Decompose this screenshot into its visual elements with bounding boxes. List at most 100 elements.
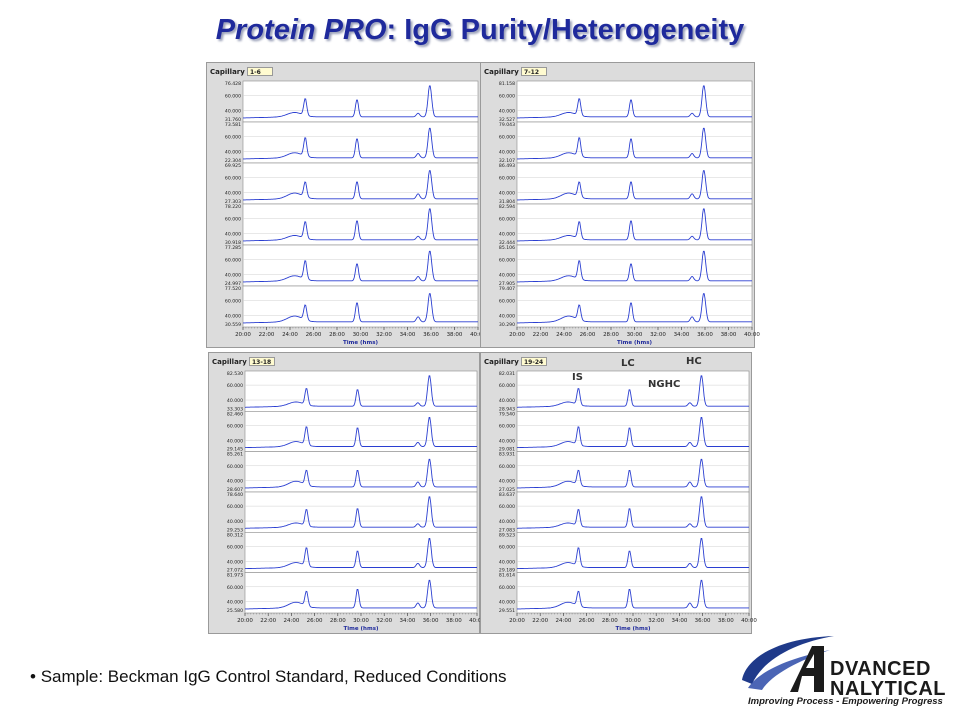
y-min-label: 30.290	[499, 322, 515, 328]
y-tick-label: 40.000	[225, 232, 241, 238]
y-tick-label: 40.000	[499, 109, 515, 115]
electropherogram-trace	[245, 375, 477, 408]
x-tick-label: 32:00	[376, 618, 392, 624]
capillary-range-field[interactable]: 1-6	[247, 67, 273, 76]
x-tick-label: 32:00	[650, 332, 666, 338]
capillary-range-field[interactable]: 7-12	[521, 67, 547, 76]
y-min-label: 30.559	[225, 322, 241, 328]
y-tick-label: 40.000	[499, 273, 515, 279]
logo-line1: DVANCED	[830, 658, 931, 680]
capillary-panel-3: Capillary 13-18 82.530 60.000 40.000 33.303 82…	[208, 352, 485, 634]
y-max-label: 83.931	[499, 452, 515, 458]
y-tick-label: 60.000	[227, 383, 243, 389]
x-tick-label: 32:00	[648, 618, 664, 624]
capillary-label: Capillary	[484, 358, 519, 366]
y-tick-label: 40.000	[499, 314, 515, 320]
y-max-label: 82.594	[499, 204, 515, 210]
x-tick-label: 30:00	[627, 332, 643, 338]
y-tick-label: 60.000	[499, 544, 515, 550]
electropherogram-trace	[243, 250, 478, 283]
y-min-label: 27.905	[499, 281, 515, 287]
electropherogram-trace	[517, 458, 749, 489]
y-tick-label: 60.000	[499, 257, 515, 263]
y-tick-label: 60.000	[225, 257, 241, 263]
y-tick-label: 40.000	[227, 600, 243, 606]
y-tick-label: 40.000	[499, 150, 515, 156]
x-axis-label: Time (hms)	[343, 340, 378, 346]
y-tick-label: 40.000	[499, 600, 515, 606]
logo-line2: NALYTICAL	[830, 678, 946, 700]
electropherogram-trace	[243, 170, 478, 201]
x-tick-label: 38:00	[446, 618, 462, 624]
x-tick-label: 22:00	[533, 332, 549, 338]
y-min-label: 30.918	[225, 240, 241, 246]
x-tick-label: 40:00	[744, 332, 760, 338]
x-tick-label: 26:00	[306, 332, 322, 338]
x-tick-label: 34:00	[671, 618, 687, 624]
x-tick-label: 32:00	[376, 332, 392, 338]
y-min-label: 22.304	[225, 158, 241, 164]
y-min-label: 29.253	[227, 527, 243, 533]
y-min-label: 32.527	[499, 117, 515, 123]
electropherogram-trace	[245, 496, 477, 529]
y-max-label: 81.973	[227, 573, 243, 579]
annotation-lc: LC	[621, 358, 635, 369]
capillary-label: Capillary	[210, 68, 245, 76]
x-tick-label: 20:00	[509, 618, 525, 624]
x-tick-label: 30:00	[353, 332, 369, 338]
y-max-label: 85.261	[227, 452, 243, 458]
annotation-hc: HC	[686, 356, 702, 367]
sample-bullet: • Sample: Beckman IgG Control Standard, …	[30, 667, 507, 686]
y-tick-label: 40.000	[227, 479, 243, 485]
electropherogram-trace	[517, 579, 749, 610]
sample-text: Sample: Beckman IgG Control Standard, Re…	[40, 667, 507, 686]
electropherogram-trace	[517, 538, 749, 570]
y-max-label: 76.428	[225, 81, 241, 87]
electropherogram-trace	[517, 293, 752, 324]
x-tick-label: 40:00	[741, 618, 757, 624]
y-tick-label: 60.000	[227, 464, 243, 470]
y-tick-label: 60.000	[499, 585, 515, 591]
capillary-label: Capillary	[212, 358, 247, 366]
x-tick-label: 22:00	[532, 618, 548, 624]
x-tick-label: 24:00	[283, 618, 299, 624]
x-tick-label: 20:00	[235, 332, 251, 338]
y-max-label: 81.614	[499, 573, 515, 579]
electropherogram-trace	[517, 170, 752, 201]
x-tick-label: 24:00	[555, 618, 571, 624]
electropherogram-trace	[243, 293, 478, 324]
electropherogram-trace	[245, 538, 477, 570]
capillary-panel-4: Capillary 19-24 82.031 60.000 40.000 28.943 79…	[480, 352, 757, 634]
y-tick-label: 60.000	[225, 134, 241, 140]
y-min-label: 28.607	[227, 487, 243, 493]
y-tick-label: 60.000	[499, 383, 515, 389]
electropherogram-trace	[245, 417, 477, 449]
x-tick-label: 28:00	[603, 332, 619, 338]
y-tick-label: 60.000	[227, 544, 243, 550]
x-tick-label: 34:00	[399, 618, 415, 624]
capillary-range-field[interactable]: 13-18	[249, 357, 275, 366]
x-tick-label: 30:00	[353, 618, 369, 624]
x-axis-label: Time (hms)	[617, 340, 652, 346]
y-max-label: 89.523	[499, 532, 515, 538]
y-tick-label: 60.000	[227, 423, 243, 429]
capillary-panel-2: Capillary 7-12 81.158 60.000 40.000 32.527 79.…	[480, 62, 760, 348]
electropherogram-trace	[517, 208, 752, 242]
electropherogram-trace	[245, 458, 477, 489]
y-min-label: 27.083	[499, 527, 515, 533]
y-max-label: 81.158	[499, 81, 515, 87]
capillary-label: Capillary	[484, 68, 519, 76]
y-max-label: 77.520	[225, 286, 241, 292]
electropherogram-trace	[517, 417, 749, 449]
capillary-range-field[interactable]: 19-24	[521, 357, 547, 366]
x-tick-label: 22:00	[259, 332, 275, 338]
y-max-label: 82.031	[499, 371, 515, 377]
y-tick-label: 40.000	[227, 398, 243, 404]
y-tick-label: 40.000	[499, 479, 515, 485]
x-tick-label: 20:00	[237, 618, 253, 624]
y-tick-label: 40.000	[225, 191, 241, 197]
x-tick-label: 36:00	[423, 332, 439, 338]
y-tick-label: 40.000	[499, 191, 515, 197]
annotation-is: IS	[572, 372, 583, 383]
